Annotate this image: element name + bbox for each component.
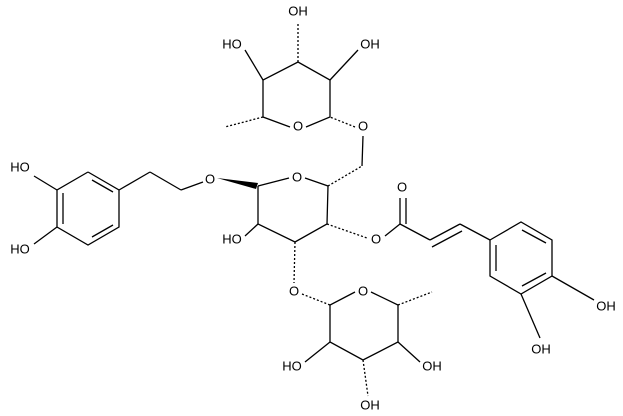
ring-bond xyxy=(262,61,331,128)
double-bond xyxy=(91,224,114,238)
atom-label: O xyxy=(358,283,368,298)
atom-label: O xyxy=(293,118,303,133)
bond xyxy=(257,177,290,187)
bond xyxy=(33,175,58,191)
atom-label: HO xyxy=(222,231,242,246)
ring-bond xyxy=(329,291,399,361)
atom-label: OH xyxy=(360,36,380,51)
benzene-ring xyxy=(489,221,553,295)
bond xyxy=(244,49,264,81)
bond xyxy=(551,275,595,301)
atom-label: HO xyxy=(10,241,30,256)
wedge-bond xyxy=(217,178,258,189)
bond xyxy=(459,223,491,241)
bond xyxy=(180,181,204,191)
bond xyxy=(244,223,259,237)
double-bond xyxy=(521,272,547,287)
atom-label: OH xyxy=(360,397,380,412)
bond xyxy=(397,341,421,363)
bond xyxy=(361,135,364,167)
bond xyxy=(118,171,151,191)
hashed-bond xyxy=(326,223,368,239)
atom-label: O xyxy=(397,179,407,194)
methyl-bond xyxy=(397,291,433,306)
hashed-bond xyxy=(301,293,331,306)
bond xyxy=(149,171,182,191)
hashed-bond xyxy=(327,165,363,187)
hashed-bond xyxy=(362,359,369,397)
double-bond xyxy=(431,230,463,248)
bond xyxy=(429,223,461,241)
bond xyxy=(304,341,331,363)
double-bond xyxy=(521,229,547,244)
atom-labels: OH HO OH O O O O HO HO HO O O O OH OH O … xyxy=(10,3,616,412)
atom-label: O xyxy=(358,118,368,133)
atom-label: HO xyxy=(222,36,242,51)
atom-label: OH xyxy=(288,3,308,18)
bond xyxy=(399,223,431,241)
bond xyxy=(329,49,359,81)
double-bond xyxy=(91,179,114,193)
bond xyxy=(520,293,541,339)
hashed-bond xyxy=(329,116,356,128)
atom-label: O xyxy=(292,169,302,184)
benzene-ring xyxy=(56,171,120,246)
bond xyxy=(33,226,58,245)
atom-label: OH xyxy=(596,298,616,313)
hashed-bond xyxy=(293,241,296,284)
atom-label: HO xyxy=(10,159,30,174)
bond xyxy=(384,223,401,237)
atom-label: O xyxy=(205,171,215,186)
bonds xyxy=(33,22,595,397)
ring-bond xyxy=(257,177,329,243)
atom-label: O xyxy=(289,283,299,298)
atom-label: OH xyxy=(422,358,442,373)
atom-label: OH xyxy=(531,341,551,356)
methyl-bond xyxy=(224,116,264,128)
atom-label: HO xyxy=(282,358,302,373)
atom-label: O xyxy=(371,231,381,246)
